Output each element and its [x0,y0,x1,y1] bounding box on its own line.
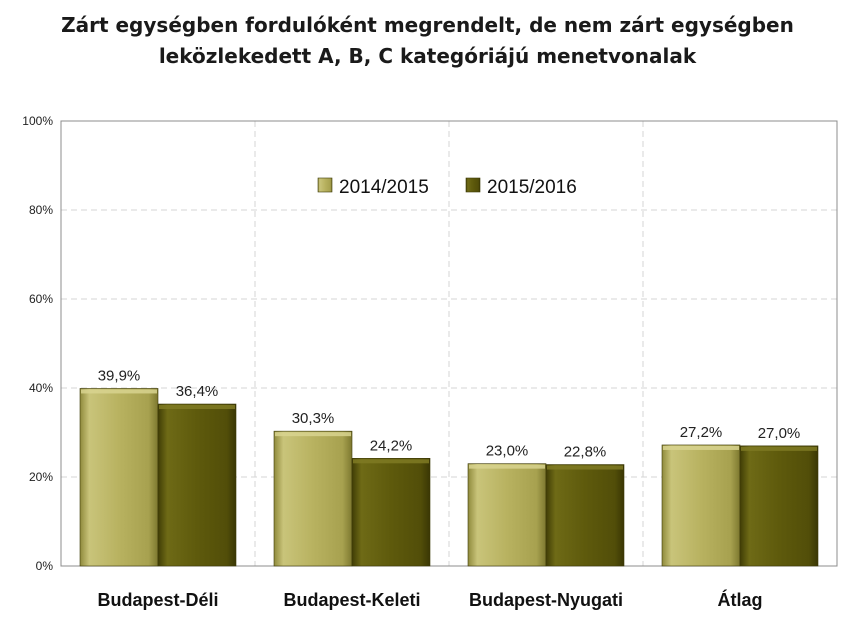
bar-1-1 [273,430,353,567]
labels-layer: 0% 20% 40% 60% 80% 100% 39,9% 36,4% Budapest-Dél… [22,114,800,610]
bar-bevel-1-2 [469,464,545,469]
bar-2-0 [157,403,237,567]
bar-bevel-2-0 [159,405,235,410]
bar-bevel-1-0 [81,389,157,394]
bar-bevel-2-2 [547,465,623,470]
legend-swatch-2 [465,177,481,193]
bar-bevel-2-1 [353,459,429,464]
data-label-2-1: 24,2% [370,437,413,454]
data-label-1-3: 27,2% [680,424,723,441]
legend-swatch-1 [317,177,333,193]
category-label-0: Budapest-Déli [97,590,218,610]
y-tick-label-100: 100% [22,114,53,128]
category-label-2: Budapest-Nyugati [469,590,623,610]
chart-title: Zárt egységben fordulóként megrendelt, d… [0,10,855,72]
legend-label-1: 2014/2015 [339,177,429,198]
bar-2-2 [545,464,625,567]
legend-label-2: 2015/2016 [487,177,577,198]
y-tick-label-0: 0% [36,559,54,573]
category-label-1: Budapest-Keleti [283,590,420,610]
y-tick-label-80: 80% [29,203,53,217]
bars-layer [79,388,819,567]
bar-bevel-1-1 [275,432,351,437]
data-label-2-3: 27,0% [758,425,801,442]
bar-1-0 [79,388,159,567]
data-label-2-2: 22,8% [564,444,607,461]
category-label-3: Átlag [718,589,763,610]
data-label-1-2: 23,0% [486,443,529,460]
bar-1-2 [467,463,547,567]
y-tick-label-40: 40% [29,381,53,395]
bar-2-3 [739,445,819,567]
data-label-1-1: 30,3% [292,410,335,427]
grid-layer [60,120,838,567]
bar-bevel-1-3 [663,445,739,450]
bar-2-1 [351,458,431,567]
bar-bevel-2-3 [741,446,817,451]
y-tick-label-60: 60% [29,292,53,306]
data-label-1-0: 39,9% [98,367,141,384]
legend: 2014/2015 2015/2016 [317,177,577,198]
data-label-2-0: 36,4% [176,383,219,400]
chart-title-line-2: leközlekedett A, B, C kategóriájú menetv… [158,44,697,68]
plot-area-border [60,120,838,567]
bar-1-3 [661,444,741,567]
y-tick-label-20: 20% [29,470,53,484]
chart-title-line-1: Zárt egységben fordulóként megrendelt, d… [61,13,794,37]
